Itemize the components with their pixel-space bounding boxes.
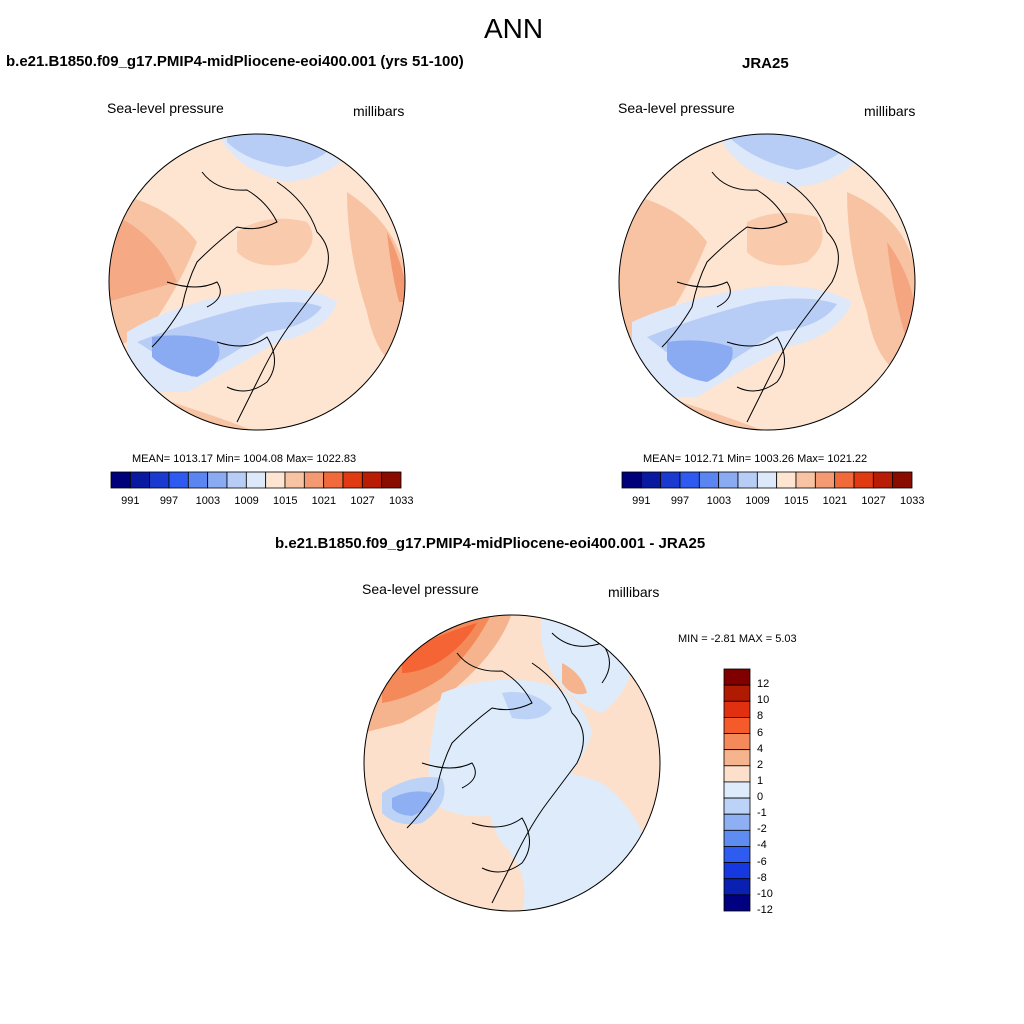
colorbar-tick-label: 1009 (234, 495, 259, 507)
colorbar-swatch (110, 471, 131, 489)
colorbar-swatch (718, 471, 739, 489)
colorbar-swatch (723, 684, 751, 702)
colorbar-swatch (342, 471, 363, 489)
figure-title: ANN (484, 13, 544, 44)
diff-variable-label: Sea-level pressure (362, 581, 479, 597)
model-colorbar (110, 471, 402, 489)
colorbar-tick-label: -10 (757, 887, 773, 900)
colorbar-swatch (795, 471, 816, 489)
colorbar-swatch (723, 797, 751, 815)
colorbar-tick-label: 1003 (706, 495, 732, 507)
model-case-title: b.e21.B1850.f09_g17.PMIP4-midPliocene-eo… (6, 53, 464, 70)
colorbar-tick-label: 997 (159, 495, 179, 507)
colorbar-swatch (207, 471, 228, 489)
obs-variable-label: Sea-level pressure (618, 100, 735, 116)
colorbar-tick-label: 12 (757, 678, 770, 691)
colorbar-swatch (303, 471, 325, 489)
colorbar-tick-label: 10 (757, 694, 770, 707)
colorbar-tick-label: -12 (757, 904, 773, 916)
colorbar-swatch (361, 471, 383, 489)
colorbar-swatch (723, 846, 751, 863)
colorbar-swatch (853, 471, 874, 489)
colorbar-swatch (872, 471, 894, 489)
diff-units-label: millibars (608, 584, 660, 600)
colorbar-tick-label: 4 (757, 742, 764, 755)
obs-units-label: millibars (864, 103, 916, 119)
colorbar-swatch (265, 471, 286, 489)
colorbar-swatch (723, 749, 751, 767)
colorbar-swatch (723, 878, 751, 896)
colorbar-swatch (814, 471, 836, 489)
obs-colorbar-ticks: 991 997 1003 1009 1015 1021 1027 1033 (622, 495, 924, 509)
colorbar-tick-label: -8 (757, 871, 767, 884)
colorbar-tick-label: 8 (757, 710, 764, 723)
colorbar-swatch (737, 471, 758, 489)
colorbar-swatch (679, 471, 700, 489)
diff-colorbar (723, 668, 751, 912)
colorbar-swatch (756, 471, 778, 489)
colorbar-tick-label: 1033 (900, 495, 925, 507)
colorbar-tick-label: 0 (757, 791, 764, 804)
colorbar-swatch (323, 471, 344, 489)
colorbar-swatch (723, 862, 751, 880)
colorbar-swatch (776, 471, 797, 489)
colorbar-swatch (723, 700, 751, 718)
colorbar-swatch (834, 471, 855, 489)
colorbar-swatch (723, 894, 751, 912)
colorbar-tick-label: -4 (757, 839, 767, 852)
model-variable-label: Sea-level pressure (107, 100, 224, 116)
colorbar-tick-label: -1 (757, 807, 767, 820)
colorbar-tick-label: 1021 (311, 495, 337, 507)
colorbar-swatch (698, 471, 720, 489)
diff-case-title: b.e21.B1850.f09_g17.PMIP4-midPliocene-eo… (275, 535, 706, 552)
colorbar-swatch (226, 471, 247, 489)
colorbar-swatch (245, 471, 267, 489)
colorbar-swatch (284, 471, 305, 489)
model-units-label: millibars (353, 103, 405, 119)
colorbar-tick-label: 1003 (195, 495, 221, 507)
colorbar-tick-label: 1 (757, 774, 764, 787)
colorbar-swatch (892, 471, 913, 489)
colorbar-swatch (149, 471, 170, 489)
diff-colorbar-ticks: 12 10 8 6 4 2 1 0 -1 -2 -4 -6 -8 -10 -12 (757, 669, 797, 916)
colorbar-tick-label: 1015 (273, 495, 298, 507)
colorbar-swatch (381, 471, 402, 489)
colorbar-swatch (723, 829, 751, 847)
colorbar-swatch (660, 471, 681, 489)
colorbar-swatch (723, 813, 751, 831)
colorbar-swatch (723, 781, 751, 799)
colorbar-tick-label: 6 (757, 726, 764, 739)
colorbar-tick-label: -2 (757, 823, 767, 836)
obs-case-title: JRA25 (742, 55, 789, 72)
colorbar-tick-label: 2 (757, 758, 764, 771)
colorbar-tick-label: 1009 (745, 495, 770, 507)
colorbar-swatch (723, 717, 751, 734)
model-polar-map (108, 133, 406, 431)
colorbar-tick-label: 997 (670, 495, 690, 507)
colorbar-swatch (187, 471, 209, 489)
colorbar-swatch (723, 733, 751, 751)
obs-polar-map (618, 133, 916, 431)
colorbar-tick-label: 1027 (350, 495, 375, 507)
diff-polar-map (363, 614, 661, 912)
colorbar-tick-label: 1033 (389, 495, 414, 507)
model-stats: MEAN= 1013.17 Min= 1004.08 Max= 1022.83 (132, 453, 357, 465)
colorbar-tick-label: 1015 (784, 495, 809, 507)
colorbar-swatch (723, 668, 751, 686)
colorbar-tick-label: -6 (757, 855, 767, 868)
colorbar-swatch (723, 765, 751, 783)
colorbar-tick-label: 991 (121, 495, 140, 507)
colorbar-tick-label: 991 (632, 495, 651, 507)
diff-stats: MIN = -2.81 MAX = 5.03 (678, 633, 797, 645)
colorbar-swatch (640, 471, 662, 489)
obs-stats: MEAN= 1012.71 Min= 1003.26 Max= 1021.22 (643, 453, 868, 465)
colorbar-tick-label: 1021 (822, 495, 848, 507)
model-colorbar-ticks: 991 997 1003 1009 1015 1021 1027 1033 (111, 495, 413, 509)
colorbar-swatch (621, 471, 642, 489)
colorbar-swatch (168, 471, 189, 489)
colorbar-tick-label: 1027 (861, 495, 886, 507)
colorbar-swatch (129, 471, 151, 489)
obs-colorbar (621, 471, 913, 489)
